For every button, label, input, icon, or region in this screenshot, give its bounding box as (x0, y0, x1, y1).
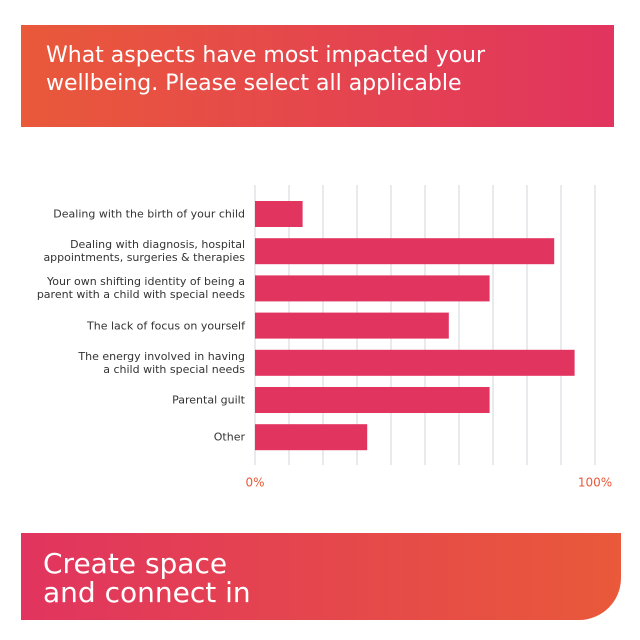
category-label: Dealing with the birth of your child (53, 207, 245, 221)
category-label: The lack of focus on yourself (87, 319, 245, 333)
bar (255, 238, 555, 265)
footer-title: Create space and connect in (43, 547, 251, 609)
bar (255, 349, 575, 376)
category-label: Other (213, 430, 245, 444)
x-tick-label: 0% (245, 476, 264, 490)
footer-banner: Create space and connect in (21, 533, 621, 620)
bar (255, 201, 303, 227)
header-title: What aspects have most impacted your wel… (46, 43, 486, 96)
category-label: Dealing with diagnosis, hospital appoint… (43, 238, 245, 265)
bar (255, 387, 490, 413)
bar (255, 424, 368, 451)
x-tick-label: 100% (578, 476, 612, 490)
bar (255, 275, 490, 302)
category-label: Parental guilt (172, 393, 245, 407)
header-banner: What aspects have most impacted your wel… (21, 25, 614, 127)
category-label: The energy involved in having a child wi… (78, 349, 245, 376)
category-label: Your own shifting identity of being a pa… (36, 275, 245, 302)
bar (255, 312, 449, 339)
